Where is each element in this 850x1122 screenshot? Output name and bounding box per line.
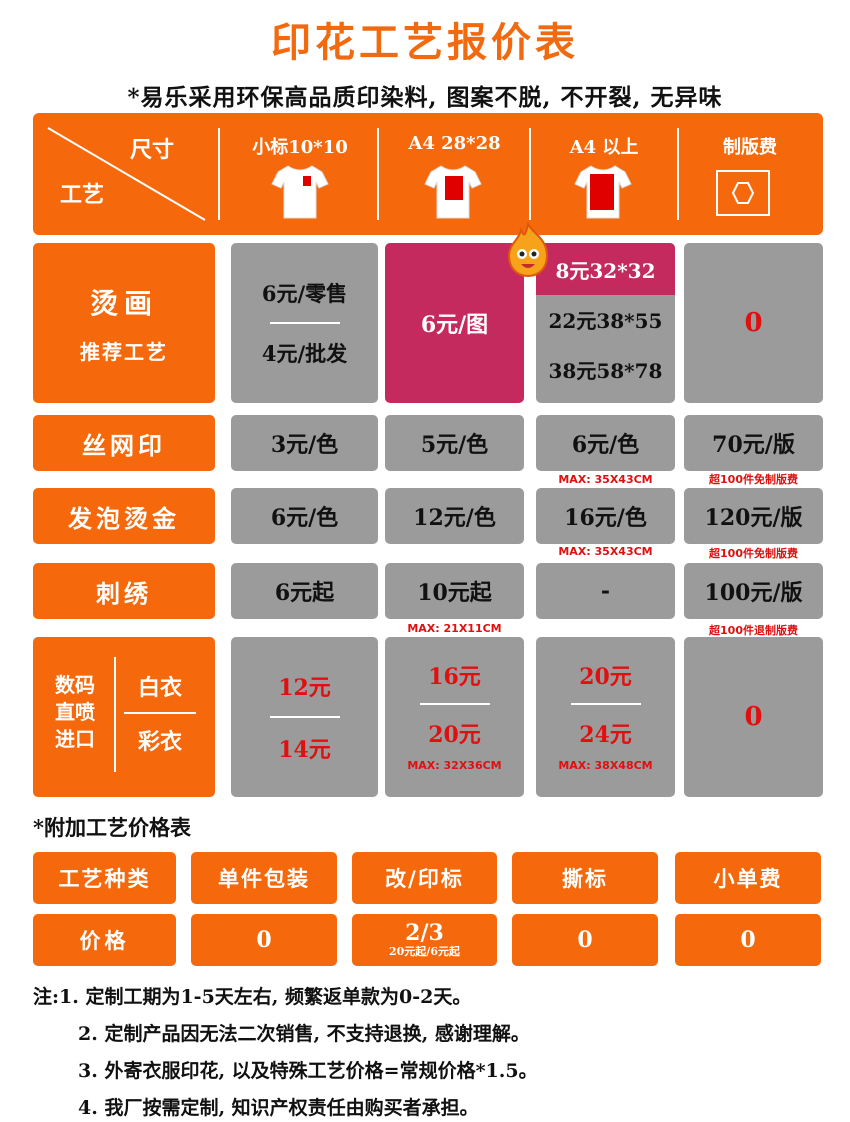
tanghua-a4-cell: 6元/图 [385,243,524,403]
digital-small-cell: 12元 14元 [231,637,378,797]
tshirt-a4-icon [424,165,482,219]
foam-large-max: MAX: 35X43CM [558,545,653,558]
tanghua-plate-cell: 0 [684,243,823,403]
extra-header-label: 改/印标 [352,852,497,904]
cell-divider [269,322,340,324]
header-divider [529,128,531,220]
craft-label: 工艺 [60,182,105,208]
digital-name: 数码 直喷 进口 [42,672,108,753]
digital-name-2: 直喷 [55,700,95,724]
extra-price-label-sub: 20元起/6元起 [389,945,460,958]
tanghua-large-price-3: 38元58*78 [548,359,663,383]
tanghua-small-retail: 6元/零售 [261,281,348,306]
silk-small-cell: 3元/色 [231,415,378,471]
extra-title: *附加工艺价格表 [33,815,191,840]
extra-price-label-cell: 2/3 20元起/6元起 [352,914,497,966]
cell-divider [269,716,340,718]
fire-mascot-icon [507,222,549,278]
silk-large-max: MAX: 35X43CM [558,473,653,486]
extra-price-tear: 0 [512,914,658,966]
row-label-tanghua: 烫画 推荐工艺 [33,243,215,403]
embroidery-small-cell: 6元起 [231,563,378,619]
tshirt-large-icon [574,165,632,219]
extra-header-type: 工艺种类 [33,852,176,904]
digital-large-color: 24元 [579,721,632,748]
size-label: 尺寸 [130,137,175,163]
digital-plate-cell: 0 [684,637,823,797]
col-plate-label: 制版费 [723,137,777,158]
note-4: 4. 我厂按需定制, 知识产权责任由购买者承担。 [78,1097,479,1119]
page-title: 印花工艺报价表 [271,19,579,66]
tanghua-large-price-2: 22元38*55 [548,309,663,333]
silk-large-cell: 6元/色 [536,415,675,471]
digital-large-white: 20元 [579,663,632,690]
extra-price-label-value: 2/3 [405,920,444,946]
tshirt-small-icon [271,165,329,219]
header-divider [677,128,679,220]
header-divider [218,128,220,220]
foam-small-cell: 6元/色 [231,488,378,544]
extra-header-pack: 单件包装 [191,852,337,904]
digital-large-cell: 20元 24元 MAX: 38X48CM [536,637,675,797]
embroidery-plate-note: 超100件退制版费 [709,624,798,637]
extra-header-tear: 撕标 [512,852,658,904]
extra-price-pack: 0 [191,914,337,966]
tanghua-name: 烫画 [89,286,158,320]
note-3: 3. 外寄衣服印花, 以及特殊工艺价格=常规价格*1.5。 [78,1060,538,1082]
digital-divider [114,657,116,772]
hexagon-plate-icon [716,170,770,216]
foam-a4-cell: 12元/色 [385,488,524,544]
digital-a4-color: 20元 [428,721,481,748]
digital-name-3: 进口 [55,727,95,751]
embroidery-plate-cell: 100元/版 [684,563,823,619]
digital-white: 白衣 [137,675,182,701]
silk-plate-note: 超100件免制版费 [709,473,798,486]
digital-white-color-divider [124,712,196,714]
digital-large-max: MAX: 38X48CM [558,758,653,772]
row-label-foam: 发泡烫金 [33,488,215,544]
diagonal-divider [47,127,206,221]
table-header [33,113,823,235]
digital-a4-cell: 16元 20元 MAX: 32X36CM [385,637,524,797]
note-2: 2. 定制产品因无法二次销售, 不支持退换, 感谢理解。 [78,1023,530,1045]
extra-price-label: 价格 [33,914,176,966]
tanghua-sub: 推荐工艺 [80,339,168,364]
embroidery-large-cell: - [536,563,675,619]
tanghua-small-wholesale: 4元/批发 [261,341,348,366]
foam-large-cell: 16元/色 [536,488,675,544]
tanghua-large-price-1: 8元32*32 [536,243,675,295]
foam-plate-note: 超100件免制版费 [709,547,798,560]
row-label-silk: 丝网印 [33,415,215,471]
digital-a4-max: MAX: 32X36CM [407,758,502,772]
foam-plate-cell: 120元/版 [684,488,823,544]
digital-small-white: 12元 [278,675,331,701]
embroidery-a4-cell: 10元起 [385,563,524,619]
cell-divider [570,702,641,705]
col-small-label: 小标10*10 [252,137,348,158]
row-label-embroidery: 刺绣 [33,563,215,619]
cell-divider [419,702,490,705]
embroidery-a4-max: MAX: 21X11CM [407,622,502,635]
digital-a4-white: 16元 [428,663,481,690]
digital-name-1: 数码 [55,673,95,697]
note-1: 注:1. 定制工期为1-5天左右, 频繁返单款为0-2天。 [33,986,472,1008]
extra-price-smallorder: 0 [675,914,821,966]
digital-small-color: 14元 [278,737,331,763]
digital-color: 彩衣 [137,729,182,755]
extra-header-smallorder: 小单费 [675,852,821,904]
page-subtitle: *易乐采用环保高品质印染料, 图案不脱, 不开裂, 无异味 [127,84,723,111]
header-divider [377,128,379,220]
col-large-label: A4 以上 [569,137,639,158]
silk-a4-cell: 5元/色 [385,415,524,471]
col-a4-label: A4 28*28 [408,133,501,154]
tanghua-small-cell: 6元/零售 4元/批发 [231,243,378,403]
silk-plate-cell: 70元/版 [684,415,823,471]
row-label-digital [33,637,215,797]
